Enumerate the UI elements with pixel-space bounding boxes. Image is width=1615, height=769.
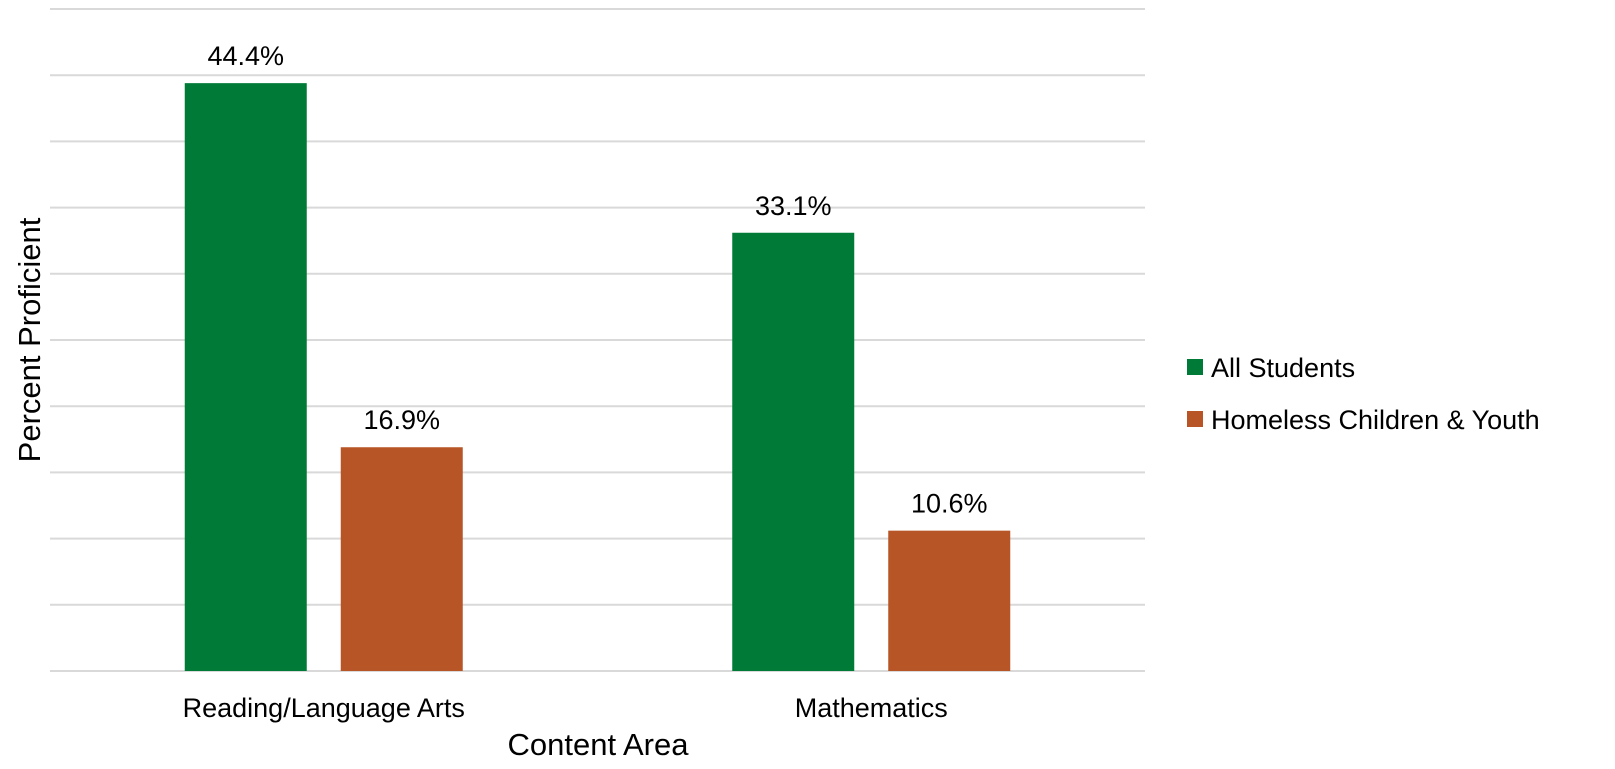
data-labels: 44.4% 16.9% 33.1% 10.6% [207, 41, 987, 519]
category-label: Mathematics [795, 693, 948, 723]
legend-swatch [1187, 411, 1203, 427]
x-axis-title: Content Area [508, 727, 690, 762]
legend-label: All Students [1211, 353, 1355, 383]
bar [340, 447, 463, 671]
data-label: 16.9% [363, 405, 440, 435]
data-label: 44.4% [207, 41, 284, 71]
data-label: 33.1% [755, 191, 832, 221]
legend: All Students Homeless Children & Youth [1187, 353, 1540, 435]
y-axis-title: Percent Proficient [12, 217, 47, 462]
legend-label: Homeless Children & Youth [1211, 405, 1540, 435]
bar [888, 530, 1011, 671]
bar [732, 232, 855, 672]
legend-swatch [1187, 359, 1203, 375]
category-labels: Reading/Language Arts Mathematics [183, 693, 948, 723]
bar [184, 83, 307, 672]
category-label: Reading/Language Arts [183, 693, 465, 723]
data-label: 10.6% [911, 489, 988, 519]
bars [184, 83, 1011, 672]
